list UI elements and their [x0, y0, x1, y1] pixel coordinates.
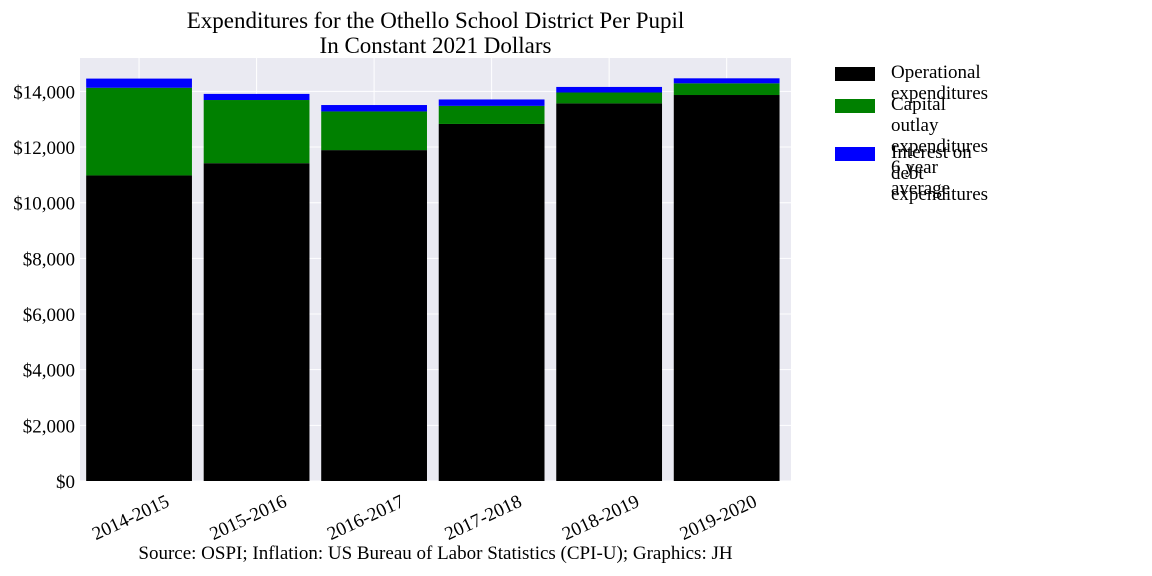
legend-item: Capital outlay expenditures 6 year avera…	[835, 94, 988, 199]
bar-segment-2017-2018-series-1	[438, 105, 545, 124]
x-tick-label: 2014-2015	[89, 491, 172, 545]
y-tick-label: $4,000	[23, 361, 75, 382]
x-tick-label: 2019-2020	[677, 491, 760, 545]
bar-segment-2019-2020-series-1	[673, 83, 780, 96]
y-tick-label: $10,000	[13, 194, 75, 215]
bar-segment-2017-2018-series-0	[438, 123, 545, 482]
bar-stacks	[86, 78, 780, 482]
y-tick-label: $2,000	[23, 416, 75, 437]
legend-swatch	[835, 147, 875, 161]
bar-segment-2016-2017-series-1	[321, 111, 427, 151]
legend-swatch	[835, 99, 875, 113]
bar-segment-2018-2019-series-0	[556, 103, 663, 482]
x-tick-label: 2017-2018	[442, 491, 525, 545]
y-tick-label: $14,000	[13, 82, 75, 103]
legend-label: Operational expenditures	[891, 62, 989, 104]
legend-item: Operational expenditures	[835, 62, 988, 104]
x-tick-label: 2016-2017	[324, 491, 407, 545]
y-axis: $0 $2,000 $4,000 $6,000 $8,000 $10,000 $12,000…	[13, 82, 75, 493]
bar-segment-2019-2020-series-2	[673, 78, 780, 84]
bar-segment-2015-2016-series-2	[203, 93, 310, 101]
chart-subtitle: In Constant 2021 Dollars	[319, 33, 552, 58]
y-tick-label: $6,000	[23, 305, 75, 326]
bar-segment-2014-2015-series-1	[86, 87, 192, 176]
bar-segment-2017-2018-series-2	[438, 99, 545, 106]
bar-segment-2018-2019-series-1	[556, 92, 663, 104]
bar-segment-2015-2016-series-1	[203, 100, 310, 164]
chart-title: Expenditures for the Othello School Dist…	[186, 8, 685, 33]
y-tick-label: $0	[56, 472, 75, 493]
legend-item: Interest on debt expenditures	[835, 142, 988, 205]
x-tick-label: 2015-2016	[207, 491, 290, 545]
y-tick-label: $12,000	[13, 138, 75, 159]
bar-segment-2016-2017-series-0	[321, 150, 427, 481]
legend-swatch	[835, 67, 875, 81]
plot-background	[80, 58, 791, 481]
bar-segment-2018-2019-series-2	[556, 86, 663, 93]
x-tick-label: 2018-2019	[559, 491, 642, 545]
legend-label: Capital outlay expenditures 6 year avera…	[891, 94, 989, 199]
bar-segment-2014-2015-series-0	[86, 175, 192, 481]
x-axis: 2014-2015 2015-2016 2016-2017 2017-2018 2018…	[89, 491, 760, 545]
bar-segment-2019-2020-series-0	[673, 95, 780, 481]
bar-segment-2014-2015-series-2	[86, 78, 192, 88]
legend-label: Interest on debt expenditures	[891, 142, 989, 205]
bar-segment-2015-2016-series-0	[203, 163, 310, 481]
bar-segment-2016-2017-series-2	[321, 105, 427, 112]
y-tick-label: $8,000	[23, 249, 75, 270]
source-note: Source: OSPI; Inflation: US Bureau of La…	[138, 543, 733, 564]
